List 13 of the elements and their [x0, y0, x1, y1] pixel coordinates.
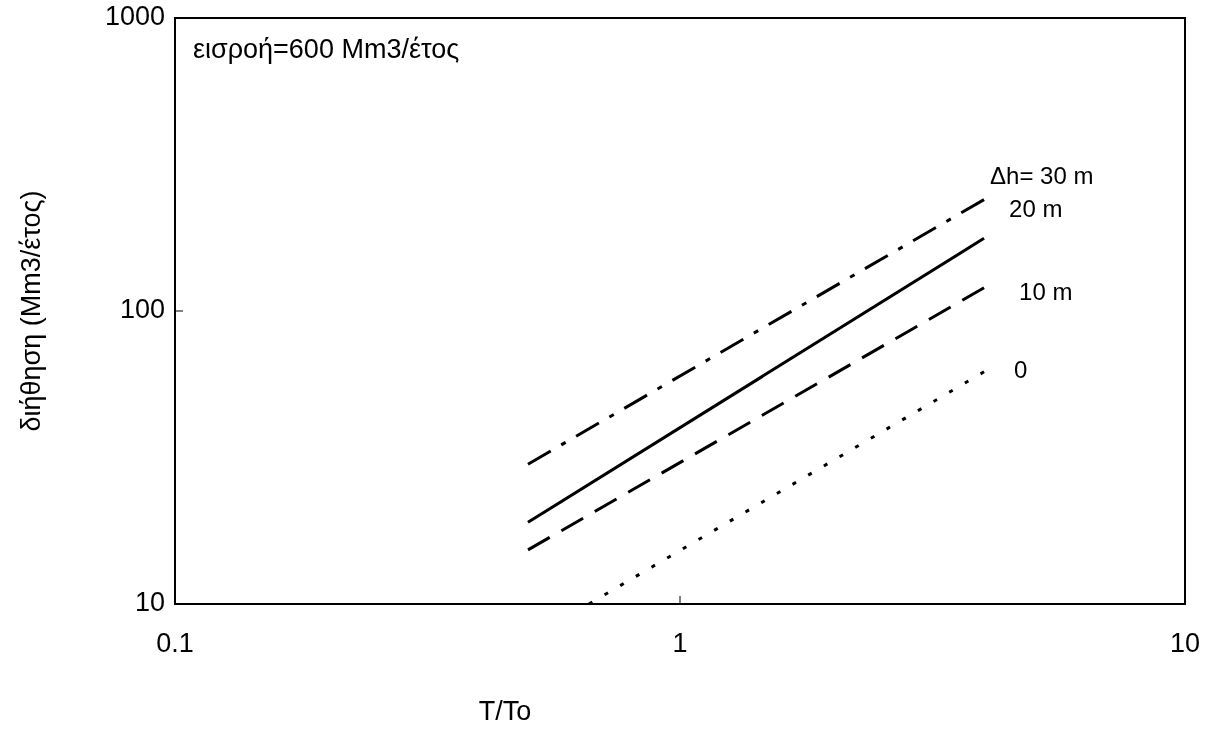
series-label: 20 m: [1009, 194, 1063, 222]
annotation: εισροή=600 Mm3/έτος: [193, 34, 460, 64]
series-label: Δh= 30 m: [990, 161, 1094, 189]
y-tick-label: 1000: [104, 1, 165, 32]
y-axis-title: διήθηση (Mm3/έτος): [16, 190, 46, 432]
y-tick-label: 100: [119, 294, 165, 325]
x-tick-label: 1: [672, 628, 688, 658]
x-tick-label: 0.1: [156, 628, 194, 658]
series-label: 0: [1014, 356, 1028, 384]
y-tick-label: 10: [134, 587, 165, 618]
series-label: 10 m: [1019, 278, 1073, 306]
x-tick-label: 10: [1169, 628, 1201, 658]
x-axis-title: T/To: [478, 696, 532, 726]
